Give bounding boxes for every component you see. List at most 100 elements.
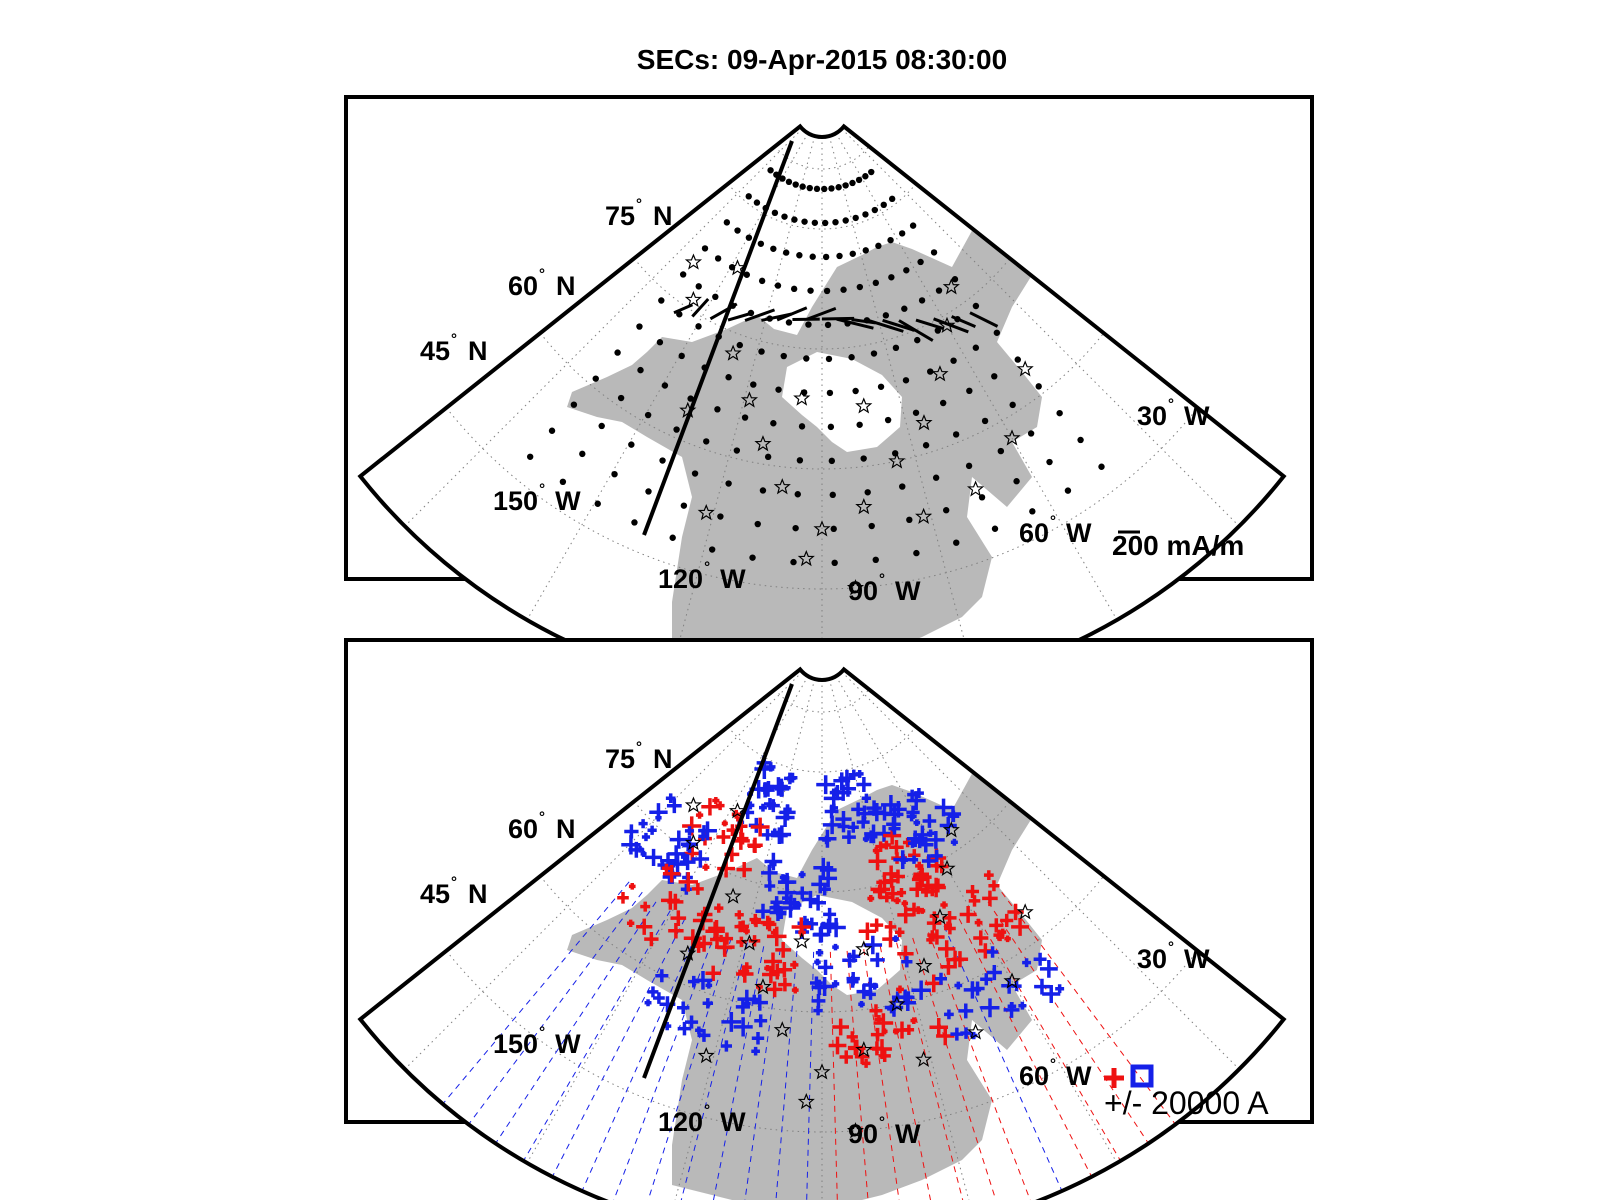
plus-icon bbox=[775, 808, 795, 827]
plus-icon bbox=[791, 986, 799, 994]
plus-icon bbox=[1018, 1001, 1027, 1010]
dot-icon bbox=[1013, 478, 1020, 485]
dot-icon bbox=[914, 336, 921, 344]
dot-icon bbox=[743, 271, 751, 278]
current-vector bbox=[969, 311, 999, 328]
dot-icon bbox=[927, 368, 934, 375]
dot-icon bbox=[872, 279, 880, 287]
dot-icon bbox=[1035, 383, 1042, 390]
meridian-gridline bbox=[828, 678, 976, 1200]
degree-symbol: ° bbox=[879, 571, 885, 588]
plus-icon bbox=[712, 796, 720, 805]
dot-icon bbox=[714, 255, 722, 262]
dot-icon bbox=[1029, 508, 1036, 515]
dot-icon bbox=[849, 179, 856, 187]
plus-icon bbox=[764, 880, 776, 892]
plus-icon bbox=[870, 1027, 885, 1042]
plus-icon bbox=[812, 927, 829, 943]
plus-icon bbox=[837, 820, 850, 833]
hemisphere-label: W bbox=[895, 1119, 921, 1149]
plus-icon bbox=[814, 958, 821, 966]
dot-icon bbox=[725, 374, 732, 381]
dot-icon bbox=[753, 199, 761, 206]
plus-icon bbox=[913, 819, 921, 827]
dot-icon bbox=[695, 283, 702, 290]
dot-icon bbox=[872, 556, 879, 564]
dot-icon bbox=[637, 366, 644, 374]
dot-icon bbox=[856, 283, 864, 291]
plus-icon bbox=[644, 999, 652, 1007]
sec-spoke bbox=[551, 918, 686, 1177]
plus-icon bbox=[717, 940, 733, 955]
plus-icon bbox=[644, 931, 659, 947]
current-vector bbox=[691, 298, 710, 318]
plus-icon bbox=[1104, 1068, 1124, 1088]
plus-icon bbox=[697, 1028, 711, 1042]
latitude-label: 45 bbox=[420, 336, 450, 366]
dot-icon bbox=[832, 218, 839, 226]
plus-icon bbox=[790, 960, 799, 970]
square-icon bbox=[1130, 1064, 1154, 1088]
plus-icon bbox=[695, 935, 713, 952]
dot-icon bbox=[942, 507, 950, 514]
hemisphere-label: N bbox=[653, 744, 673, 774]
plus-icon bbox=[888, 822, 901, 835]
plus-icon bbox=[896, 888, 907, 898]
plus-icon bbox=[705, 921, 725, 942]
plus-icon bbox=[766, 981, 783, 998]
dot-icon bbox=[712, 293, 719, 301]
dot-icon bbox=[868, 168, 875, 176]
dot-icon bbox=[1009, 401, 1016, 409]
plus-icon bbox=[828, 1036, 847, 1055]
plus-icon bbox=[944, 805, 962, 822]
plus-icon bbox=[813, 857, 834, 878]
plus-icon bbox=[906, 805, 920, 819]
plus-icon bbox=[641, 832, 651, 842]
plus-icon bbox=[1034, 978, 1050, 995]
dot-icon bbox=[856, 421, 863, 428]
dot-icon bbox=[1046, 458, 1053, 466]
plus-icon bbox=[766, 799, 780, 813]
plus-icon bbox=[716, 830, 731, 844]
plus-icon bbox=[863, 935, 883, 955]
dot-icon bbox=[631, 519, 638, 526]
plus-icon bbox=[1022, 958, 1032, 968]
plus-icon bbox=[954, 981, 963, 990]
dot-icon bbox=[774, 282, 782, 289]
dot-icon bbox=[840, 286, 847, 293]
plus-icon bbox=[667, 845, 685, 863]
dot-icon bbox=[745, 234, 753, 241]
current-vector bbox=[806, 306, 837, 321]
plus-icon bbox=[950, 838, 958, 846]
plus-icon bbox=[695, 811, 704, 819]
dot-icon bbox=[775, 386, 782, 393]
plus-icon bbox=[856, 984, 872, 999]
plus-icon bbox=[758, 803, 767, 812]
dot-icon bbox=[934, 327, 942, 334]
plus-icon bbox=[738, 965, 750, 977]
plus-icon bbox=[930, 849, 943, 863]
sec-spoke bbox=[706, 946, 765, 1200]
plus-icon bbox=[685, 1015, 699, 1029]
plus-icon bbox=[884, 873, 899, 888]
plus-icon bbox=[915, 861, 924, 871]
sec-spoke bbox=[846, 950, 872, 1200]
dot-icon bbox=[993, 329, 1001, 336]
plus-icon bbox=[810, 894, 826, 911]
figure-title: SECs: 09-Apr-2015 08:30:00 bbox=[637, 44, 1007, 75]
plus-icon bbox=[911, 980, 931, 1000]
dot-icon bbox=[579, 450, 586, 458]
plus-icon bbox=[1004, 935, 1011, 943]
hemisphere-label: W bbox=[720, 1107, 746, 1137]
plus-icon bbox=[874, 1014, 884, 1024]
plus-icon bbox=[910, 1017, 918, 1025]
plus-icon bbox=[864, 824, 883, 844]
map-area bbox=[360, 669, 1284, 1200]
latitude-gridline bbox=[633, 258, 1011, 350]
dot-icon bbox=[679, 271, 687, 278]
dot-icon bbox=[836, 252, 843, 260]
dot-icon bbox=[901, 305, 908, 312]
dot-icon bbox=[892, 344, 900, 352]
